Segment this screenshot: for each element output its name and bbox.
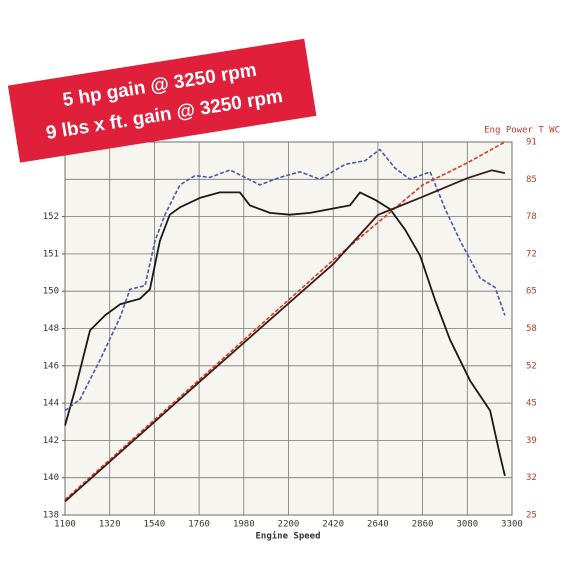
y2-axis-label: Eng Power T WC [484,126,560,136]
x-tick-label: 3080 [456,520,478,530]
y2-tick-label: 39 [526,436,537,446]
y2-tick-label: 65 [526,287,537,297]
y2-tick-label: 72 [526,249,537,259]
y2-tick-label: 78 [526,212,537,222]
y2-tick-label: 91 [526,138,537,148]
series-line [64,191,506,477]
x-tick-label: 2200 [278,520,300,530]
y-tick-label: 146 [43,361,59,371]
x-tick-label: 1760 [188,520,210,530]
y-tick-label: 150 [43,287,59,297]
x-tick-label: 2640 [367,520,389,530]
y-tick-label: 142 [43,436,59,446]
banner-box [7,38,317,163]
x-tick-label: 1540 [144,520,166,530]
y2-tick-label: 58 [526,324,537,334]
y2-tick-label: 52 [526,361,537,371]
annotation-banner: 5 hp gain @ 3250 rpm 9 lbs x ft. gain @ … [7,38,317,163]
y-tick-label: 144 [43,399,59,409]
y2-tick-label: 45 [526,399,537,409]
x-tick-label: 2420 [322,520,344,530]
x-tick-label: 1980 [233,520,255,530]
x-tick-label: 3300 [501,520,523,530]
y-tick-label: 152 [43,212,59,222]
y-tick-label: 151 [43,249,59,259]
series-line [64,169,506,503]
x-tick-label: 2860 [412,520,434,530]
y-tick-label: 140 [43,473,59,483]
y2-tick-label: 32 [526,473,537,483]
x-tick-label: 1320 [99,520,121,530]
y2-tick-label: 25 [526,511,537,521]
y-tick-label: 148 [43,324,59,334]
y2-tick-label: 85 [526,175,537,185]
x-axis-label: Engine Speed [255,531,320,542]
y-tick-label: 138 [43,511,59,521]
x-tick-label: 1100 [54,520,76,530]
